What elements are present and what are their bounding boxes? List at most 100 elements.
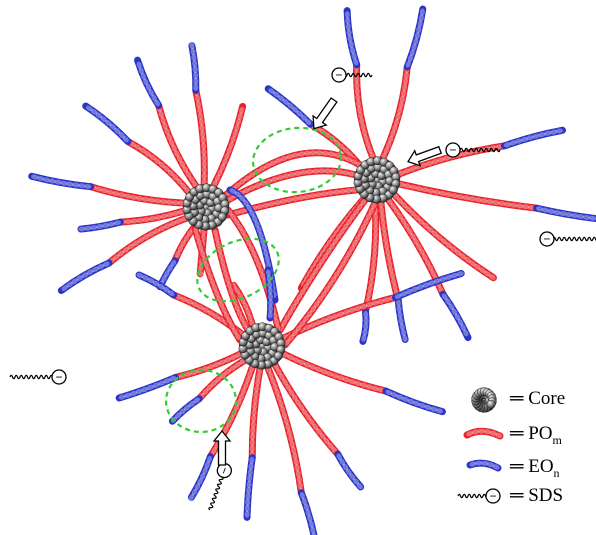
core3-arm-5-eo-bead <box>194 483 201 491</box>
core2-arm-7-po-bead <box>384 242 390 250</box>
core2-arm-2-po-bead <box>395 112 401 121</box>
core3-arm-0-eo-bead <box>411 286 419 292</box>
core3-arm-7-eo-bead <box>163 378 171 384</box>
bridge-1-2-upper-bead <box>288 172 296 178</box>
core1-arm-1-eo-bead <box>118 131 125 139</box>
core-icon-bead <box>273 351 283 361</box>
bridge-2-3-b-bead <box>324 286 330 293</box>
core2-arm-1-po-bead <box>357 105 362 113</box>
core1-arm-6-eo-bead <box>84 225 92 231</box>
core3-arm-3-eo-bead <box>311 532 317 535</box>
core2-arm-4-po-bead <box>468 196 476 202</box>
core1-arm-4-po <box>210 102 247 190</box>
eo-chain-icon <box>466 459 502 472</box>
core2-arm-6-po-bead <box>403 222 410 230</box>
core1-arm-3-po-bead <box>199 124 205 132</box>
core2-arm-4-eo <box>533 204 596 223</box>
core1-arm-5-po-bead <box>169 220 177 227</box>
core-icon <box>182 183 230 231</box>
core3-arm-1-eo-bead <box>435 408 444 414</box>
core1-arm-5-po-bead <box>148 231 155 237</box>
core1-arm-2-eo-bead <box>140 72 147 80</box>
core3-arm-3-po-bead <box>292 452 298 460</box>
bridge-1-2-upper-bead <box>294 170 302 176</box>
core1-arm-6-po-bead <box>148 216 156 221</box>
core2-arm-6-po-bead <box>413 238 419 245</box>
bridge-2-3-a-bead <box>335 233 342 240</box>
core2-arm-5-po <box>390 190 497 282</box>
bridge-1-2-upper-bead <box>330 168 338 174</box>
core1-arm-0-po-bead <box>118 192 126 198</box>
bridge-2-3-a-backbone <box>276 196 369 334</box>
sds-molecule-far-right-head <box>539 231 555 247</box>
bridge-1-3-a-bead <box>220 258 226 266</box>
core2-arm-6-eo-bead <box>454 313 461 321</box>
core1-arm-5-eo-bead <box>71 278 78 285</box>
core3-arm-4-po <box>248 364 264 462</box>
bridge-1-3-a-bead <box>224 275 230 283</box>
bridge-2-3-a-bead <box>296 293 303 301</box>
bridge-1-2-arch-bead <box>275 158 282 164</box>
bridge-1-3-a-bead <box>234 304 240 312</box>
core2-arm-3-eo-bead <box>555 128 563 134</box>
core3-arm-0-po-bead <box>303 324 311 330</box>
core2-arm-7-po-bead <box>386 254 392 262</box>
core1-arm-6-eo-bead <box>102 222 110 228</box>
core1-arm-4-po-bead <box>224 152 230 160</box>
core3-arm-2-po-bead <box>301 409 308 416</box>
core2-arm-2-eo-bead <box>414 32 420 40</box>
core2-arm-3-eo-bead <box>509 140 517 146</box>
core2-arm-1-eo-bead <box>353 58 359 66</box>
core1-arm-2-po-bead <box>164 128 170 136</box>
core2-arm-7-po-backbone <box>377 198 402 304</box>
core1-arm-6-po-bead <box>172 210 180 216</box>
core2-arm-6-po-bead <box>393 208 400 215</box>
core1-arm-1-po-bead <box>134 144 142 150</box>
core3-arm-8-eo-bead <box>167 290 175 297</box>
core3-arm-4-eo-bead <box>246 486 252 494</box>
core3-arm-6-po-bead <box>202 388 209 395</box>
core2-arm-3-po-bead <box>460 151 468 157</box>
core1-arm-6-eo-bead <box>78 226 86 232</box>
core1-arm-5-po-bead <box>122 247 130 253</box>
core3-arm-7-po-bead <box>229 354 237 361</box>
core2-arm-4-po-bead <box>450 193 458 199</box>
core3-arm-6-po-bead <box>215 376 222 383</box>
legend-row-core: ═ Core <box>506 388 565 410</box>
bridge-2-3-a-bead <box>339 228 345 235</box>
core1-arm-5-eo <box>57 259 113 294</box>
core2-arm-7-po-bead <box>387 260 393 268</box>
core1-arm-2-eo-backbone <box>134 56 163 109</box>
core2-arm-7-eo-bead <box>401 329 406 337</box>
sds-molecule-right-arrow-tail <box>459 147 501 153</box>
core2-arm-5-po-bead <box>405 206 412 213</box>
core1-arm-0-po-bead <box>95 186 103 192</box>
core3-arm-7-po-bead <box>224 357 232 363</box>
core3-arm-0-po-bead <box>331 313 339 319</box>
core2-arm-2-po-bead <box>388 135 394 143</box>
bridge-1-2-upper-backbone <box>224 167 360 204</box>
core3-arm-3-eo-bead <box>305 509 311 517</box>
core3-arm-6-po-backbone <box>195 356 249 403</box>
micelle-cores <box>182 156 401 370</box>
core3-arm-5-eo-bead <box>204 461 210 469</box>
sds-molecule-right-arrow-charge: − <box>449 143 456 157</box>
bridge-2-3-a-bead <box>346 218 352 226</box>
core2-arm-5-po-bead <box>459 253 467 260</box>
bridge-1-2-upper-bead <box>341 170 350 176</box>
core2-arm-6-po-bead <box>430 269 436 277</box>
bridge-2-3-b-backbone <box>281 199 379 349</box>
core3-arm-1-eo-bead <box>430 406 438 412</box>
core1-arm-2-po-bead <box>171 144 177 152</box>
core2-arm-1-eo-bead <box>344 11 350 19</box>
bridge-1-2-lower-bead <box>327 190 335 196</box>
po-chain-icon-bead <box>489 430 497 436</box>
bridge-1-3-b <box>191 224 244 344</box>
bridge-2-3-b-bead <box>310 305 317 313</box>
bridge-2-3-b-bead <box>317 296 323 303</box>
bridge-2-3-a-bead <box>329 243 335 250</box>
core3-arm-3-po-bead <box>268 372 274 380</box>
core3-arm-3-po-bead <box>286 429 292 437</box>
core2-arm-8-eo-bead <box>361 334 367 342</box>
core1-arm-0-eo-bead <box>78 183 86 189</box>
